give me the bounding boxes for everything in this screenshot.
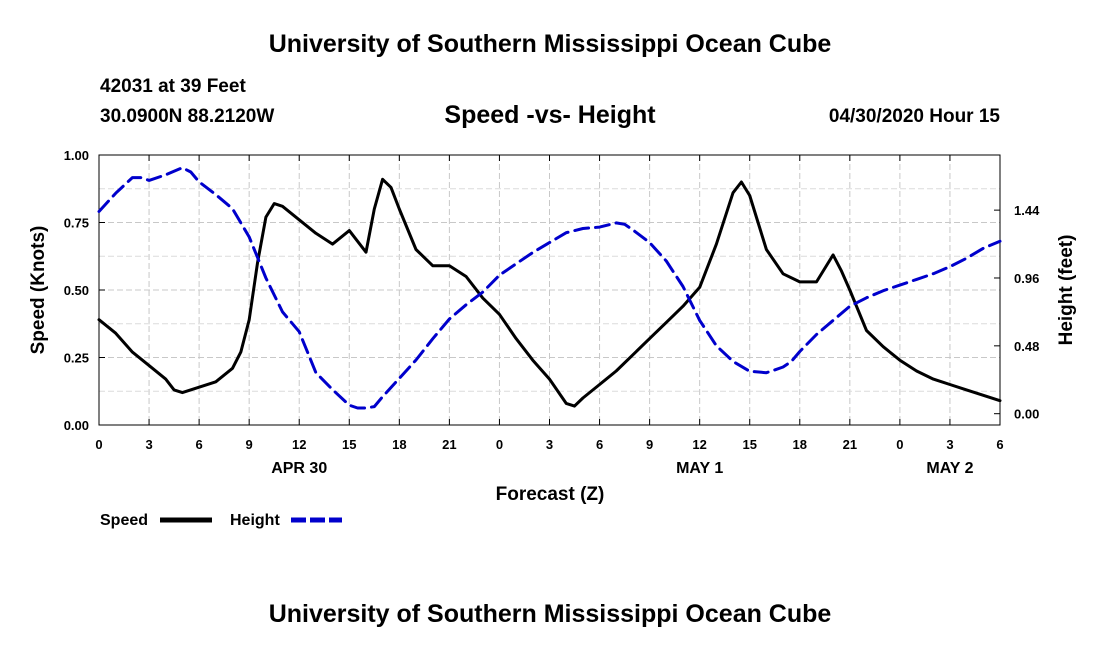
day-label: MAY 1 (676, 460, 723, 477)
x-tick-label: 9 (246, 437, 253, 452)
y-tick-label: 1.00 (64, 148, 89, 163)
chart-subtitle: Speed -vs- Height (444, 101, 656, 129)
x-tick-label: 15 (742, 437, 756, 452)
coordinates-label: 30.0900N 88.2120W (100, 106, 275, 127)
day-label: APR 30 (271, 460, 327, 477)
y2-tick-label: 0.96 (1014, 271, 1039, 286)
plot-frame (98, 154, 1001, 426)
x-tick-label: 6 (596, 437, 603, 452)
y2-tick-label: 0.00 (1014, 407, 1039, 422)
chart-title: University of Southern Mississippi Ocean… (268, 30, 832, 58)
x-axis-label: Forecast (Z) (496, 484, 605, 505)
y-axis-label: Speed (Knots) (28, 226, 49, 355)
x-tick-label: 12 (292, 437, 306, 452)
speed-height-chart: 0 3 6 9 12 15 18 21 0 3 6 9 12 15 18 21 0 3 6 0.00 0.25 0.50 0… (28, 148, 1077, 529)
legend: Speed Height (100, 512, 342, 529)
x-tick-label: 21 (843, 437, 857, 452)
x-tick-label: 0 (896, 437, 903, 452)
y-tick-label: 0.25 (64, 351, 89, 366)
legend-height-label: Height (230, 512, 280, 529)
x-tick-label: 6 (195, 437, 202, 452)
plot-axes: 0 3 6 9 12 15 18 21 0 3 6 9 12 15 18 21 0 3 6 0.00 0.25 0.50 0… (64, 148, 1040, 477)
x-tick-label: 3 (145, 437, 152, 452)
speed-series-line (97, 177, 1002, 408)
x-tick-label: 9 (646, 437, 653, 452)
y2-tick-label: 0.48 (1014, 339, 1039, 354)
x-tick-label: 0 (496, 437, 503, 452)
x-tick-label: 3 (546, 437, 553, 452)
x-tick-label: 15 (342, 437, 356, 452)
height-series-line (97, 166, 1002, 410)
x-tick-label: 18 (392, 437, 406, 452)
axis-labels-layer: Forecast (Z) Speed (Knots) Height (feet) (28, 226, 1077, 505)
x-tick-label: 6 (996, 437, 1003, 452)
x-tick-label: 18 (793, 437, 807, 452)
footer-title: University of Southern Mississippi Ocean… (268, 600, 832, 628)
forecast-datetime: 04/30/2020 Hour 15 (828, 106, 1000, 127)
station-label: 42031 at 39 Feet (100, 76, 246, 97)
y-tick-label: 0.50 (64, 283, 89, 298)
grid-lines (99, 155, 1000, 425)
y-tick-label: 0.75 (64, 216, 89, 231)
y2-axis-label: Height (feet) (1056, 235, 1077, 346)
y2-tick-label: 1.44 (1014, 203, 1040, 218)
x-tick-label: 3 (946, 437, 953, 452)
day-label: MAY 2 (926, 460, 973, 477)
x-tick-label: 12 (692, 437, 706, 452)
y-tick-label: 0.00 (64, 418, 89, 433)
x-tick-label: 0 (95, 437, 102, 452)
series-layer (97, 166, 1002, 410)
legend-speed-label: Speed (100, 512, 148, 529)
x-tick-label: 21 (442, 437, 456, 452)
